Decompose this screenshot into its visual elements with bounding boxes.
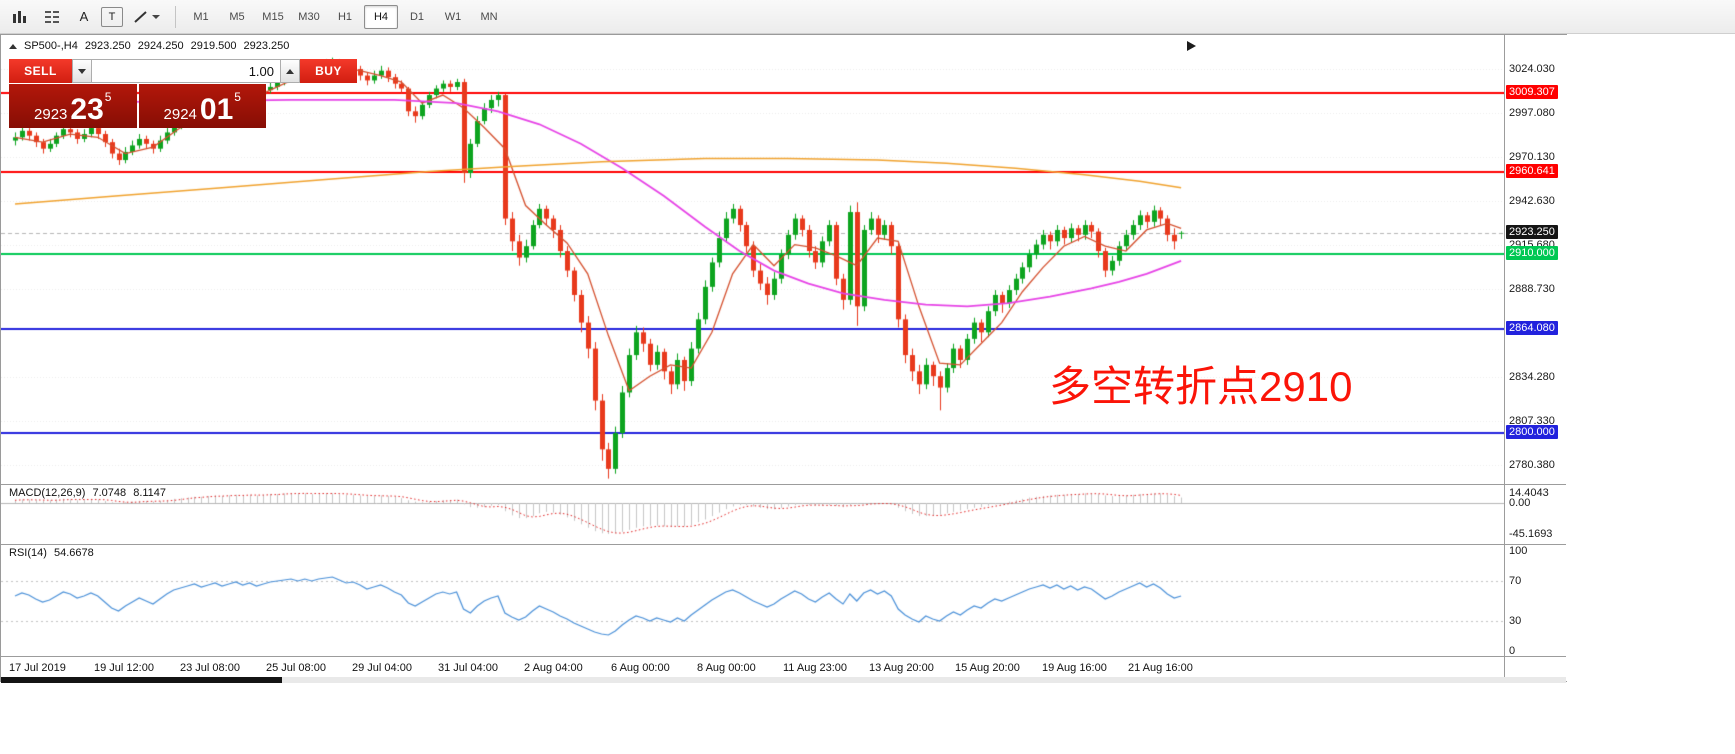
time-axis-label: 11 Aug 23:00 xyxy=(783,662,848,674)
time-axis-label: 29 Jul 04:00 xyxy=(352,662,412,674)
buy-price-big: 01 xyxy=(199,93,234,126)
sell-button[interactable]: SELL xyxy=(9,59,72,83)
volume-increase-button[interactable] xyxy=(280,59,300,83)
volume-decrease-button[interactable] xyxy=(72,59,92,83)
buy-price-button[interactable]: 2924 01 5 xyxy=(138,84,266,128)
level-price-badge[interactable]: 2864.080 xyxy=(1506,320,1558,335)
time-axis-label: 6 Aug 00:00 xyxy=(611,662,670,674)
horizontal-scrollbar-track[interactable] xyxy=(1,677,1566,683)
macd-axis-tick: 14.4043 xyxy=(1509,487,1549,500)
volume-input[interactable] xyxy=(92,59,280,83)
macd-name: MACD(12,26,9) xyxy=(9,487,86,499)
price-tick: 2997.080 xyxy=(1509,106,1555,119)
pane-separator-rsi[interactable] xyxy=(1,544,1566,545)
collapse-panel-icon[interactable] xyxy=(9,43,17,49)
symbol-title: SP500-,H4 2923.250 2924.250 2919.500 292… xyxy=(9,40,291,52)
toolbar-separator xyxy=(175,5,176,28)
rsi-axis-tick: 70 xyxy=(1509,575,1522,587)
sell-price-big: 23 xyxy=(70,93,104,126)
time-axis-label: 23 Jul 08:00 xyxy=(180,662,240,674)
chart-type-icon[interactable] xyxy=(5,3,35,31)
buy-price-sup: 5 xyxy=(234,90,241,104)
time-axis-label: 25 Jul 08:00 xyxy=(266,662,326,674)
time-axis-label: 15 Aug 20:00 xyxy=(955,662,1020,674)
drawing-tools-icon[interactable] xyxy=(125,3,167,31)
symbol-name: SP500-,H4 xyxy=(24,40,78,52)
rsi-name: RSI(14) xyxy=(9,547,47,559)
buy-button[interactable]: BUY xyxy=(300,59,357,83)
level-price-badge[interactable]: 2800.000 xyxy=(1506,425,1558,440)
text-frame-icon[interactable]: T xyxy=(101,6,123,27)
macd-axis-tick: 0.00 xyxy=(1509,497,1531,509)
time-axis[interactable]: 17 Jul 2019 19 Jul 12:00 23 Jul 08:00 25 Ju… xyxy=(1,656,1504,677)
price-tick: 2888.730 xyxy=(1509,282,1555,295)
sell-price-sup: 5 xyxy=(104,90,112,104)
rsi-value: 54.6678 xyxy=(53,547,94,559)
time-axis-label: 17 Jul 2019 xyxy=(9,662,66,674)
macd-indicator-label: MACD(12,26,9) 7.0748 8.1147 xyxy=(9,487,170,499)
horizontal-scrollbar-thumb[interactable] xyxy=(1,677,282,683)
rsi-axis-tick: 100 xyxy=(1509,545,1528,557)
sell-price-main: 2923 xyxy=(34,106,68,123)
text-frame-glyph: T xyxy=(108,10,116,23)
buy-price-main: 2924 xyxy=(163,106,197,123)
macd-value-signal: 8.1147 xyxy=(133,487,167,499)
timeframe-button-m30[interactable]: M30 xyxy=(298,10,320,23)
timeframe-button-d1[interactable]: D1 xyxy=(409,10,425,23)
time-axis-label: 13 Aug 20:00 xyxy=(869,662,934,674)
rsi-chart-canvas[interactable] xyxy=(1,544,1504,656)
grid-icon[interactable] xyxy=(37,3,67,31)
chart-window: SP500-,H4 2923.250 2924.250 2919.500 292… xyxy=(0,34,1567,683)
rsi-axis-tick: 30 xyxy=(1509,615,1522,627)
price-tick: 3024.030 xyxy=(1509,63,1555,75)
timeframe-button-mn[interactable]: MN xyxy=(480,10,498,23)
time-axis-label: 2 Aug 04:00 xyxy=(524,662,583,674)
price-tick: 2942.630 xyxy=(1509,195,1555,208)
time-axis-label: 31 Jul 04:00 xyxy=(438,662,498,674)
triangle-up-icon xyxy=(286,68,294,74)
timeframe-button-h4[interactable]: H4 xyxy=(364,4,398,29)
price-tick: 2807.330 xyxy=(1509,415,1555,428)
price-tick: 2780.380 xyxy=(1509,458,1555,471)
timeframe-button-h1[interactable]: H1 xyxy=(337,10,353,23)
macd-value-main: 7.0748 xyxy=(92,487,127,499)
level-price-badge[interactable]: 2960.641 xyxy=(1506,164,1558,179)
current-price-badge[interactable]: 2923.250 xyxy=(1506,224,1558,239)
timeframe-button-m1[interactable]: M1 xyxy=(193,10,209,23)
macd-chart-canvas[interactable] xyxy=(1,484,1504,544)
time-axis-label: 19 Aug 16:00 xyxy=(1042,662,1107,674)
macd-axis-tick: -45.1693 xyxy=(1509,528,1553,541)
rsi-indicator-label: RSI(14) 54.6678 xyxy=(9,547,98,559)
time-axis-label: 19 Jul 12:00 xyxy=(94,662,154,674)
chart-shift-marker-icon[interactable] xyxy=(1187,41,1196,51)
chevron-down-icon xyxy=(151,14,160,19)
chart-text-annotation[interactable]: 多空转折点2910 xyxy=(1049,363,1353,410)
time-axis-label: 21 Aug 16:00 xyxy=(1128,662,1193,674)
timeframe-button-w1[interactable]: W1 xyxy=(444,10,462,23)
one-click-trading-panel: SELL BUY 2923 23 5 2924 01 5 xyxy=(9,59,357,128)
timeframe-button-m5[interactable]: M5 xyxy=(229,10,245,23)
ohlc-close: 2923.250 xyxy=(243,40,290,52)
timeframe-group: M1 M5 M15 M30 H1 H4 D1 W1 MN xyxy=(183,4,507,29)
top-toolbar: A T M1 M5 M15 M30 H1 H4 D1 W1 MN xyxy=(0,0,1735,34)
pane-separator-timeaxis[interactable] xyxy=(1,656,1566,657)
price-tick: 2970.130 xyxy=(1509,150,1555,163)
time-axis-label: 8 Aug 00:00 xyxy=(697,662,756,674)
price-tick: 2834.280 xyxy=(1509,371,1555,384)
sell-price-button[interactable]: 2923 23 5 xyxy=(9,84,137,128)
text-label-glyph: A xyxy=(79,9,89,24)
level-price-badge[interactable]: 2910.000 xyxy=(1506,246,1558,261)
level-price-badge[interactable]: 3009.307 xyxy=(1506,84,1558,99)
ohlc-open: 2923.250 xyxy=(84,40,131,52)
text-label-icon[interactable]: A xyxy=(69,3,99,31)
triangle-down-icon xyxy=(78,68,86,74)
ohlc-high: 2924.250 xyxy=(137,40,184,52)
ohlc-low: 2919.500 xyxy=(190,40,237,52)
price-axis[interactable]: 3024.030 2997.080 2970.130 2942.630 2915.680… xyxy=(1504,35,1567,681)
timeframe-button-m15[interactable]: M15 xyxy=(262,10,284,23)
pane-separator-macd[interactable] xyxy=(1,484,1566,485)
rsi-axis-tick: 0 xyxy=(1509,645,1516,657)
